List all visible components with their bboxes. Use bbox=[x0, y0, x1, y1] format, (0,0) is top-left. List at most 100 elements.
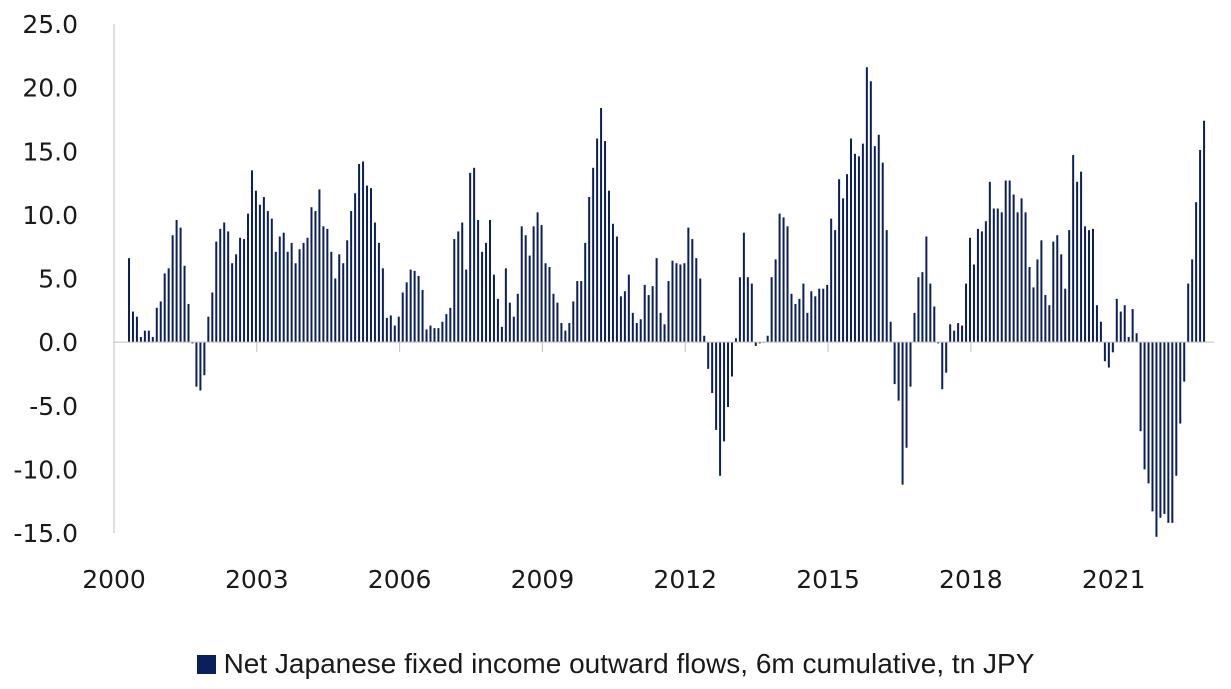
bar bbox=[1131, 309, 1134, 343]
bar bbox=[1151, 342, 1154, 512]
bar bbox=[1024, 212, 1027, 343]
bar bbox=[227, 231, 230, 343]
bar bbox=[429, 325, 432, 343]
bar bbox=[937, 342, 940, 344]
bar bbox=[1095, 305, 1098, 343]
bar bbox=[857, 156, 860, 343]
bar bbox=[524, 235, 527, 343]
bar bbox=[1175, 342, 1178, 476]
bar bbox=[961, 325, 964, 343]
bar bbox=[167, 268, 170, 343]
bar bbox=[326, 228, 329, 343]
bar bbox=[1040, 240, 1043, 343]
bar bbox=[334, 278, 337, 343]
bar bbox=[972, 264, 975, 343]
bar bbox=[965, 283, 968, 343]
bar bbox=[639, 319, 642, 343]
bar bbox=[155, 307, 158, 343]
y-axis: 25.0 20.0 15.0 10.0 5.0 0.0 -5.0 -10.0 -15.0 bbox=[13, 10, 78, 548]
bar bbox=[627, 274, 630, 343]
bar bbox=[865, 67, 868, 343]
bar bbox=[742, 232, 745, 343]
bar bbox=[151, 337, 154, 343]
bar bbox=[147, 330, 150, 343]
bar bbox=[770, 277, 773, 343]
bar bbox=[437, 328, 440, 343]
bar bbox=[492, 274, 495, 343]
bar bbox=[976, 228, 979, 343]
bar bbox=[949, 324, 952, 343]
bar bbox=[274, 251, 277, 343]
bar bbox=[496, 298, 499, 343]
bar bbox=[675, 263, 678, 343]
bar bbox=[794, 303, 797, 343]
bar bbox=[957, 323, 960, 343]
bar bbox=[842, 198, 845, 343]
bar bbox=[211, 292, 214, 343]
bar bbox=[568, 323, 571, 343]
bar bbox=[786, 226, 789, 343]
bar bbox=[1183, 342, 1186, 382]
bar bbox=[199, 342, 202, 391]
bar bbox=[766, 335, 769, 343]
bar bbox=[953, 330, 956, 343]
bar bbox=[314, 211, 317, 343]
y-tick-label: -10.0 bbox=[13, 455, 78, 484]
bar bbox=[600, 107, 603, 343]
bar bbox=[691, 239, 694, 343]
bar bbox=[449, 307, 452, 343]
bar bbox=[1139, 342, 1142, 432]
x-tick-label: 2000 bbox=[82, 565, 146, 594]
bar bbox=[790, 293, 793, 343]
bar bbox=[346, 240, 349, 343]
bar bbox=[564, 330, 567, 343]
bar bbox=[715, 342, 718, 430]
y-tick-label: -15.0 bbox=[13, 519, 78, 548]
bar bbox=[917, 277, 920, 343]
bar bbox=[913, 312, 916, 343]
bar bbox=[433, 328, 436, 343]
bar bbox=[369, 188, 372, 343]
bar bbox=[699, 278, 702, 343]
legend-swatch bbox=[196, 655, 216, 674]
bar bbox=[247, 213, 250, 343]
bar bbox=[1056, 235, 1059, 343]
bar bbox=[266, 211, 269, 343]
bar bbox=[873, 146, 876, 343]
bar bbox=[286, 251, 289, 343]
bar bbox=[635, 323, 638, 343]
bar bbox=[215, 241, 218, 343]
bar bbox=[576, 281, 579, 343]
bar bbox=[830, 218, 833, 343]
bar bbox=[512, 316, 515, 343]
bar bbox=[500, 326, 503, 343]
bar bbox=[592, 167, 595, 343]
bar bbox=[536, 212, 539, 343]
bar bbox=[243, 239, 246, 343]
bar bbox=[969, 237, 971, 343]
bar bbox=[734, 338, 737, 343]
bar bbox=[469, 172, 472, 343]
bar bbox=[131, 311, 134, 343]
bar bbox=[683, 263, 686, 343]
bar bbox=[489, 219, 491, 343]
bar bbox=[421, 289, 424, 343]
bar bbox=[667, 281, 670, 343]
bar bbox=[885, 230, 888, 343]
bar bbox=[441, 321, 444, 343]
bar bbox=[520, 226, 523, 343]
bar bbox=[738, 277, 741, 343]
bar bbox=[889, 321, 892, 343]
bar bbox=[366, 185, 369, 343]
bar bbox=[802, 283, 805, 343]
bar bbox=[1099, 321, 1102, 343]
bar bbox=[623, 291, 626, 343]
bar bbox=[615, 236, 618, 343]
bar bbox=[988, 181, 991, 343]
bar bbox=[254, 190, 257, 343]
bar bbox=[1036, 259, 1039, 343]
bar bbox=[1127, 337, 1130, 343]
bar bbox=[619, 296, 622, 343]
bar bbox=[389, 315, 392, 343]
bar bbox=[727, 342, 730, 408]
